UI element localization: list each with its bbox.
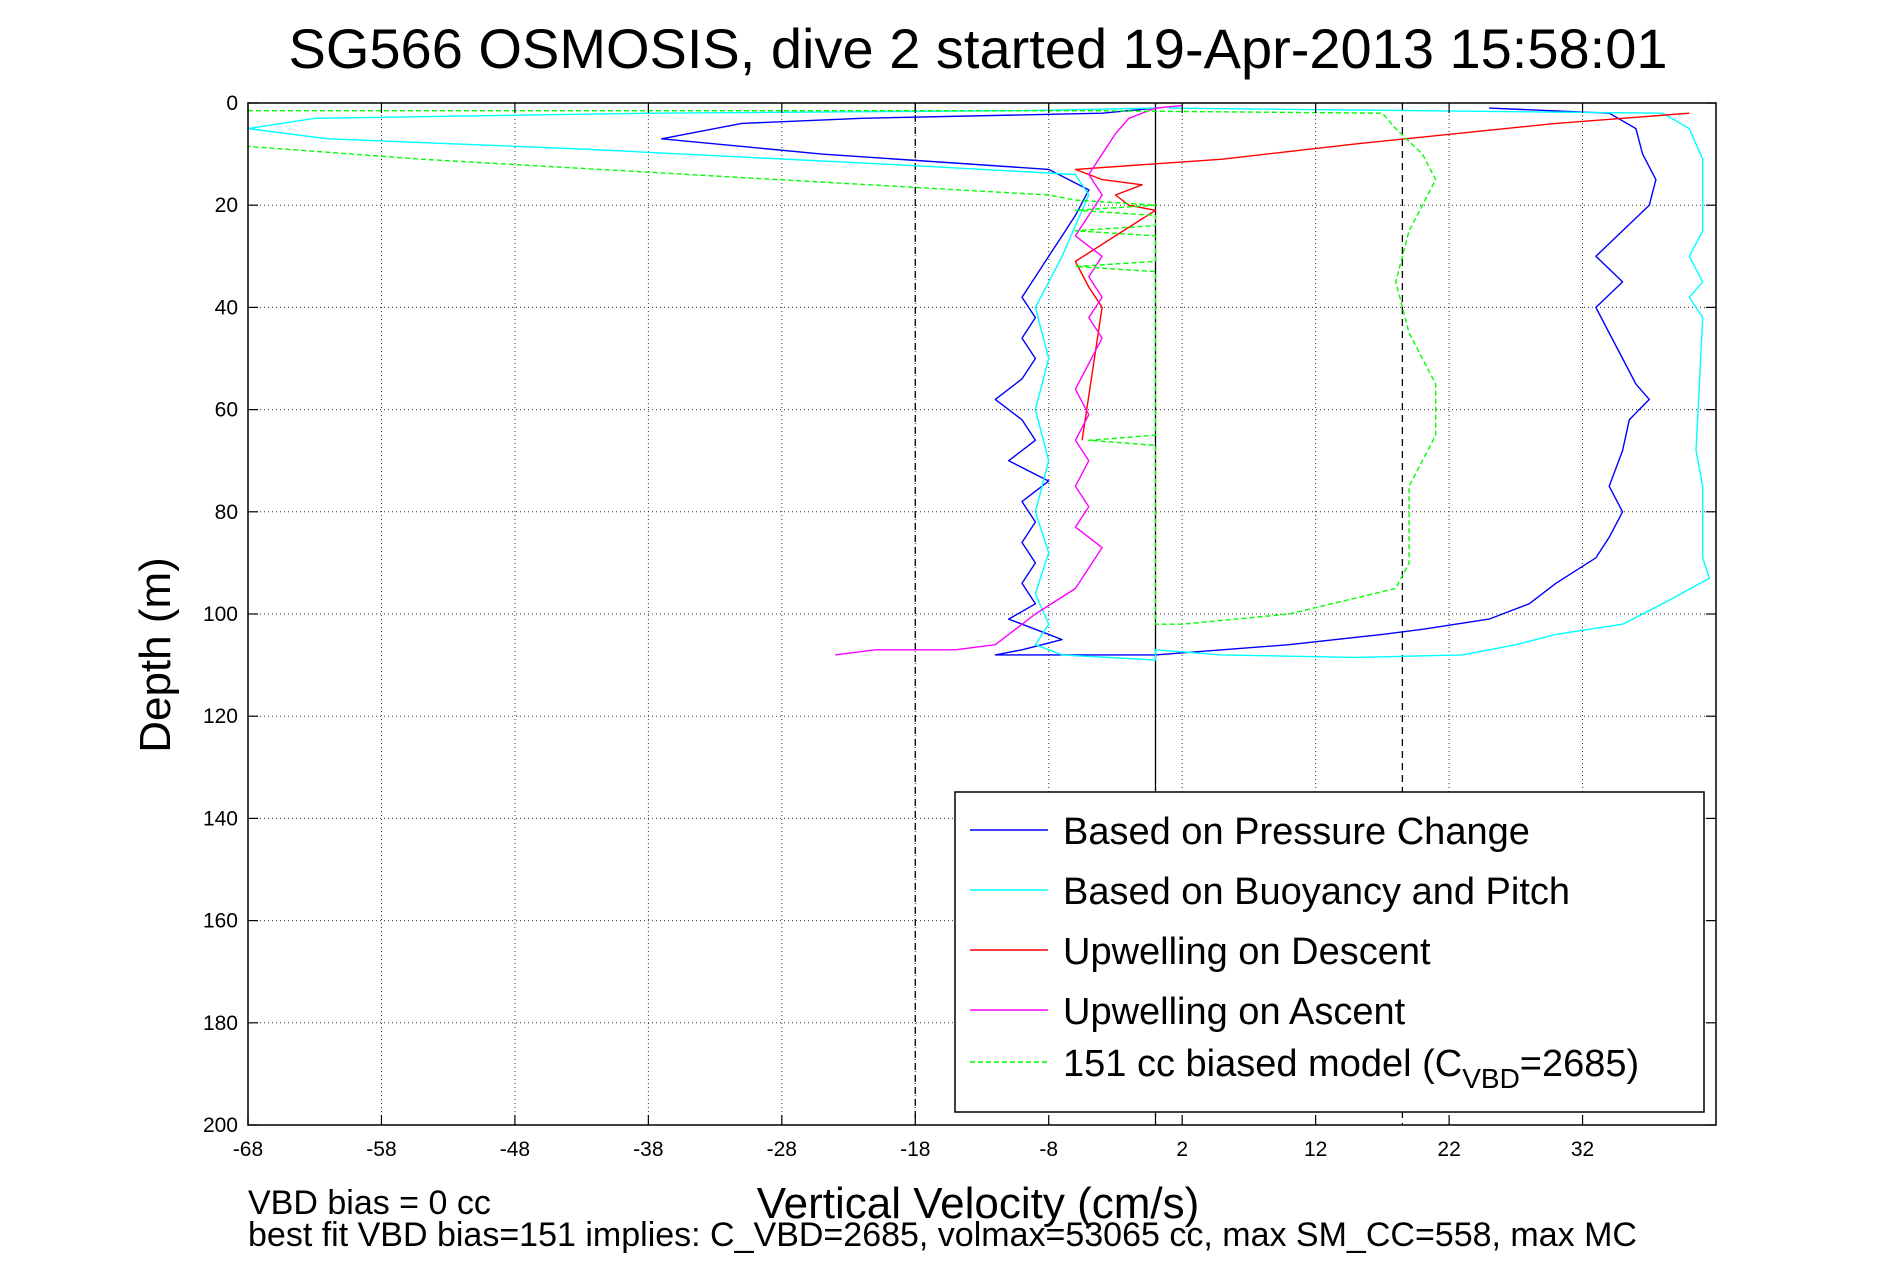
y-tick-label: 160 xyxy=(203,910,238,933)
x-tick-label: -68 xyxy=(233,1138,263,1161)
legend-label: 151 cc biased model (CVBD=2685) xyxy=(1063,1043,1639,1094)
x-axis-label: Vertical Velocity (cm/s) xyxy=(757,1179,1200,1228)
x-tick-label: -8 xyxy=(1039,1138,1058,1161)
y-tick-label: 0 xyxy=(226,92,238,115)
series-line-upwelling-on-descent xyxy=(1074,112,1690,441)
x-tick-label: 2 xyxy=(1176,1138,1188,1161)
series-line-based-on-pressure-change xyxy=(661,107,1657,656)
y-tick-label: 140 xyxy=(203,807,238,830)
x-tick-label: 12 xyxy=(1304,1138,1327,1161)
y-tick-label: 100 xyxy=(203,603,238,626)
y-tick-label: 120 xyxy=(203,705,238,728)
series-line-upwelling-on-ascent xyxy=(835,104,1183,656)
legend-box xyxy=(954,791,1705,1113)
legend-label: Upwelling on Descent xyxy=(1063,931,1431,973)
chart-title: SG566 OSMOSIS, dive 2 started 19-Apr-201… xyxy=(289,17,1668,80)
y-tick-label: 20 xyxy=(215,194,238,217)
series-line-151-cc-biased-model-c-vbd-2685 xyxy=(247,109,1437,625)
legend-label: Based on Pressure Change xyxy=(1063,811,1530,853)
y-tick-label: 180 xyxy=(203,1012,238,1035)
series-lines xyxy=(247,104,1711,661)
x-tick-label: 32 xyxy=(1571,1138,1594,1161)
x-tick-label: -58 xyxy=(366,1138,396,1161)
y-tick-label: 200 xyxy=(203,1114,238,1137)
x-tick-label: -18 xyxy=(900,1138,930,1161)
x-tick-label: 22 xyxy=(1437,1138,1460,1161)
y-axis-label: Depth (m) xyxy=(131,557,180,753)
vbd-bias-note: VBD bias = 0 cc xyxy=(248,1184,491,1222)
axis-ticks: -68 -58 -48 -38 -28 -18 -8 2 12 22 32 0 20 40 60 80 100 1… xyxy=(203,92,1716,1161)
x-tick-label: -48 xyxy=(500,1138,530,1161)
x-tick-label: -28 xyxy=(767,1138,797,1161)
legend: Based on Pressure Change Based on Buoyanc… xyxy=(954,791,1705,1113)
x-tick-label: -38 xyxy=(633,1138,663,1161)
best-fit-note: best fit VBD bias=151 implies: C_VBD=268… xyxy=(248,1216,1637,1254)
legend-label: Upwelling on Ascent xyxy=(1063,991,1406,1033)
y-tick-label: 80 xyxy=(215,501,238,524)
y-tick-label: 40 xyxy=(215,296,238,319)
legend-label: Based on Buoyancy and Pitch xyxy=(1063,871,1570,913)
y-tick-label: 60 xyxy=(215,399,238,422)
series-line-based-on-buoyancy-and-pitch xyxy=(247,107,1711,661)
